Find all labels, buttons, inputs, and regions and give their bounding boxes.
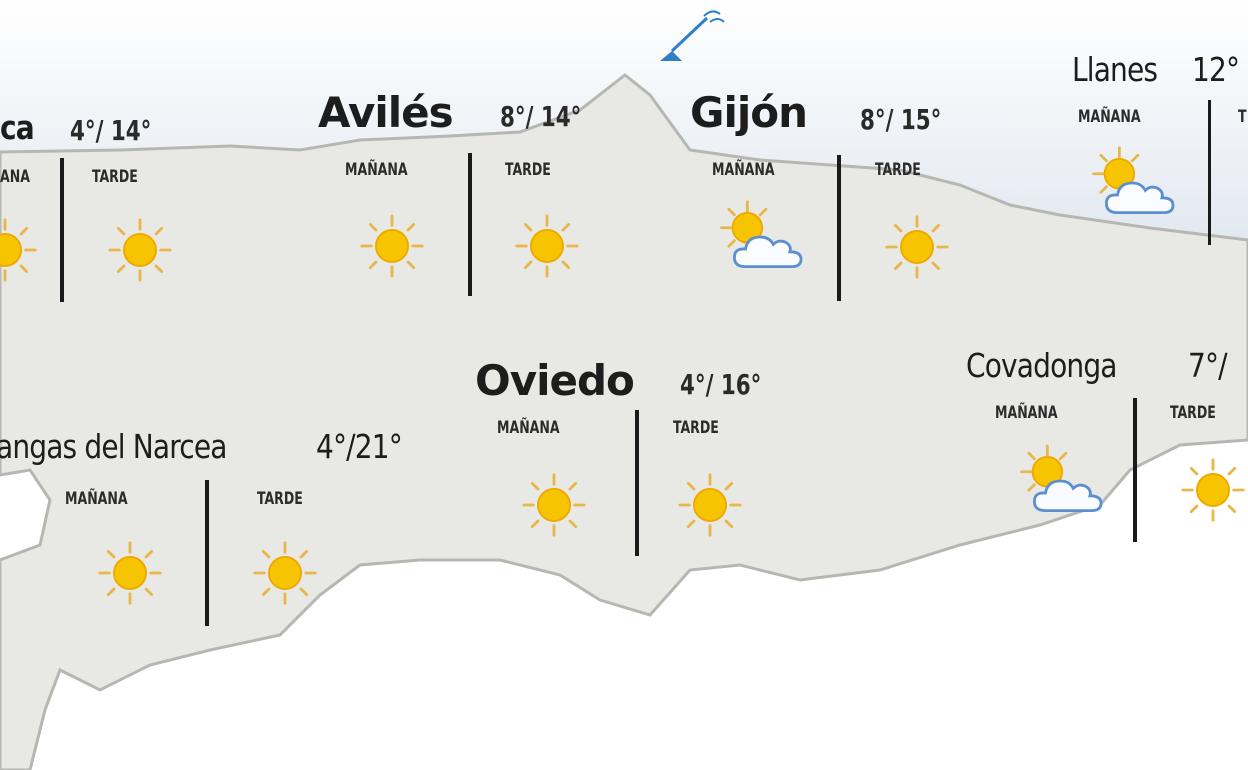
afternoon-label: TARDE bbox=[875, 160, 921, 180]
partly-cloudy-icon bbox=[1012, 444, 1116, 518]
sun-icon bbox=[252, 540, 318, 606]
morning-label: MAÑANA bbox=[995, 403, 1058, 423]
afternoon-label: TARDE bbox=[505, 160, 551, 180]
temperature-range: 4°/ 14° bbox=[70, 114, 152, 147]
temperature-range: 8°/ 15° bbox=[860, 103, 942, 136]
divider bbox=[1208, 100, 1211, 245]
sun-icon bbox=[97, 540, 163, 606]
afternoon-label: TARDE bbox=[257, 489, 303, 509]
partly-cloudy-icon bbox=[712, 200, 816, 274]
morning-label: MAÑANA bbox=[65, 489, 128, 509]
afternoon-label: TARDE bbox=[92, 167, 138, 187]
temperature-range: 7°/ bbox=[1188, 346, 1228, 385]
temperature: 12° bbox=[1192, 50, 1240, 89]
morning-label: MAÑANA bbox=[345, 160, 408, 180]
temperature-range: 8°/ 14° bbox=[500, 100, 582, 133]
sun-icon bbox=[107, 217, 173, 283]
temperature-range: 4°/21° bbox=[316, 427, 403, 466]
sun-icon bbox=[514, 213, 580, 279]
sun-icon bbox=[1180, 457, 1246, 523]
divider bbox=[60, 158, 64, 302]
city-name: Llanes bbox=[1072, 50, 1158, 89]
city-name: Oviedo bbox=[475, 356, 635, 405]
city-name: Avilés bbox=[318, 88, 454, 137]
morning-label: MAÑANA bbox=[1078, 107, 1141, 127]
divider bbox=[468, 153, 472, 296]
city-name: Covadonga bbox=[966, 346, 1117, 385]
city-name: Gijón bbox=[690, 88, 808, 137]
divider bbox=[837, 155, 841, 301]
afternoon-label: T bbox=[1238, 107, 1247, 127]
land-region bbox=[0, 73, 1248, 770]
lighthouse-icon bbox=[660, 10, 725, 61]
sun-icon bbox=[359, 213, 425, 279]
morning-label: MAÑANA bbox=[497, 418, 560, 438]
divider bbox=[1133, 398, 1137, 542]
temperature-range: 4°/ 16° bbox=[680, 368, 762, 401]
city-name: ca bbox=[0, 108, 35, 147]
sun-icon bbox=[884, 214, 950, 280]
divider bbox=[635, 410, 639, 556]
city-name: angas del Narcea bbox=[0, 427, 227, 466]
afternoon-label: TARDE bbox=[673, 418, 719, 438]
sun-icon bbox=[677, 472, 743, 538]
divider bbox=[205, 480, 209, 626]
sun-icon bbox=[521, 472, 587, 538]
afternoon-label: TARDE bbox=[1170, 403, 1216, 423]
partly-cloudy-icon bbox=[1084, 146, 1188, 220]
morning-label: ANA bbox=[0, 167, 30, 187]
sun-icon bbox=[0, 217, 38, 283]
morning-label: MAÑANA bbox=[712, 160, 775, 180]
